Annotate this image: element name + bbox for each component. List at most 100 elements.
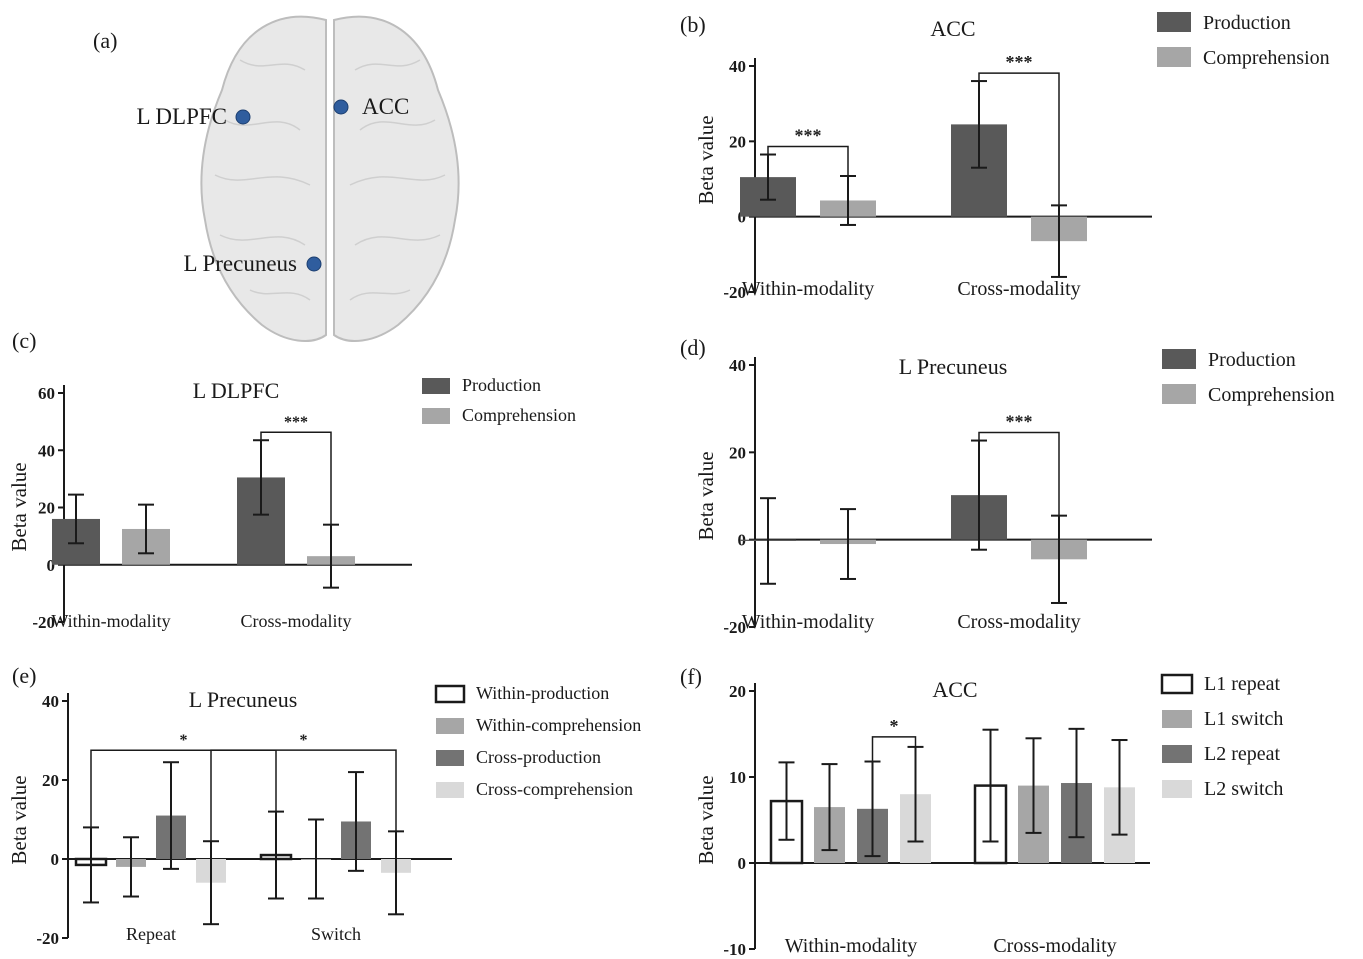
significance-bracket (978, 72, 1060, 206)
y-tick-label: 60 (38, 384, 55, 403)
acc-marker (333, 99, 349, 115)
y-tick-label: 20 (42, 771, 59, 790)
category-label: Within-modality (742, 278, 875, 300)
legend-swatch (434, 684, 466, 704)
y-tick-label: 40 (729, 356, 746, 375)
y-tick-label: 40 (38, 441, 55, 460)
legend-label: Production (1203, 12, 1291, 34)
legend-swatch (1162, 384, 1196, 404)
precuneus-label: L Precuneus (184, 251, 298, 276)
legend-swatch (1160, 673, 1194, 695)
legend-swatch (436, 718, 464, 734)
chart-title: L DLPFC (193, 378, 280, 403)
legend-label: L2 repeat (1204, 743, 1281, 765)
chart-title: L Precuneus (189, 687, 298, 712)
y-tick-label: -20 (36, 929, 59, 948)
left-hemisphere (200, 15, 327, 342)
category-label: Cross-modality (241, 611, 352, 631)
legend-swatch (1162, 745, 1192, 763)
y-tick-label: -20 (32, 613, 55, 632)
legend-label: Cross-comprehension (476, 779, 633, 799)
chart-title: ACC (932, 677, 977, 702)
significance-label: * (180, 732, 188, 749)
y-tick-label: 20 (729, 443, 746, 462)
y-axis-label: Beta value (7, 775, 31, 864)
y-tick-label: -10 (723, 940, 746, 959)
legend-swatch (1162, 780, 1192, 798)
panel-label: (e) (12, 663, 36, 688)
chart-panel-4: (e) L Precuneus -20 0 20 40 Beta value Repeat Sw… (7, 663, 641, 948)
panel-label: (f) (680, 664, 702, 689)
chart-panel-2: (c) L DLPFC -20 0 20 40 60 Beta value Within-mod… (7, 328, 576, 632)
legend-swatch (1162, 349, 1196, 369)
category-label: Repeat (126, 924, 176, 944)
dlpfc-label: L DLPFC (136, 104, 227, 129)
chart-panel-1: (b) ACC -20 0 20 40 Beta value Within-modality C… (680, 12, 1330, 302)
category-label: Cross-modality (957, 611, 1080, 633)
panel-label-a: (a) (93, 28, 117, 53)
y-tick-label: 0 (47, 556, 56, 575)
category-label: Within-modality (51, 611, 170, 631)
significance-bracket (767, 145, 849, 176)
legend-swatch (422, 408, 450, 424)
legend-swatch (1157, 12, 1191, 32)
legend-label: Production (1208, 349, 1296, 371)
legend-swatch (422, 378, 450, 394)
category-label: Within-modality (742, 611, 875, 633)
category-label: Cross-modality (993, 935, 1116, 957)
acc-label: ACC (362, 94, 409, 119)
panel-label: (d) (680, 335, 706, 360)
y-tick-label: 40 (729, 57, 746, 76)
legend-label: Production (462, 375, 541, 395)
significance-label: *** (1006, 52, 1033, 72)
y-tick-label: -20 (723, 618, 746, 637)
y-axis-label: Beta value (694, 451, 718, 540)
charts-layer: (b) ACC -20 0 20 40 Beta value Within-modality C… (7, 12, 1335, 959)
y-tick-label: 20 (729, 682, 746, 701)
dlpfc-marker (235, 109, 251, 125)
chart-title: ACC (930, 16, 975, 41)
significance-bracket (210, 749, 397, 842)
legend-label: L1 switch (1204, 708, 1283, 730)
brain-gyri (214, 59, 446, 301)
significance-bracket (260, 431, 332, 525)
significance-bracket (871, 736, 917, 762)
legend-label: L1 repeat (1204, 673, 1281, 695)
y-axis-label: Beta value (694, 775, 718, 864)
legend-swatch (1162, 710, 1192, 728)
panel-label: (b) (680, 12, 706, 37)
y-tick-label: 20 (38, 499, 55, 518)
y-tick-label: 40 (42, 692, 59, 711)
legend-label: Comprehension (1203, 47, 1330, 69)
legend-label: L2 switch (1204, 778, 1283, 800)
significance-label: *** (1006, 412, 1033, 432)
category-label: Within-modality (785, 935, 918, 957)
legend-label: Comprehension (462, 405, 576, 425)
y-tick-label: 20 (729, 132, 746, 151)
significance-label: *** (795, 126, 822, 146)
legend-swatch (1157, 47, 1191, 67)
panel-label: (c) (12, 328, 36, 353)
legend-label: Within-comprehension (476, 715, 641, 735)
y-axis-label: Beta value (694, 115, 718, 204)
y-tick-label: 0 (51, 850, 60, 869)
significance-label: *** (284, 414, 308, 431)
significance-bracket (978, 431, 1060, 516)
legend-label: Within-production (476, 683, 609, 703)
y-tick-label: -20 (723, 283, 746, 302)
brain-panel: (a) L DLPFC (93, 15, 460, 342)
y-axis-label: Beta value (7, 462, 31, 551)
y-tick-label: 10 (729, 768, 746, 787)
significance-label: * (300, 732, 308, 749)
significance-bracket (90, 749, 277, 828)
category-label: Cross-modality (957, 278, 1080, 300)
legend-swatch (436, 782, 464, 798)
chart-title: L Precuneus (899, 354, 1008, 379)
y-tick-label: 0 (738, 854, 747, 873)
legend-label: Comprehension (1208, 384, 1335, 406)
legend-swatch (436, 750, 464, 766)
y-tick-label: 0 (738, 208, 747, 227)
